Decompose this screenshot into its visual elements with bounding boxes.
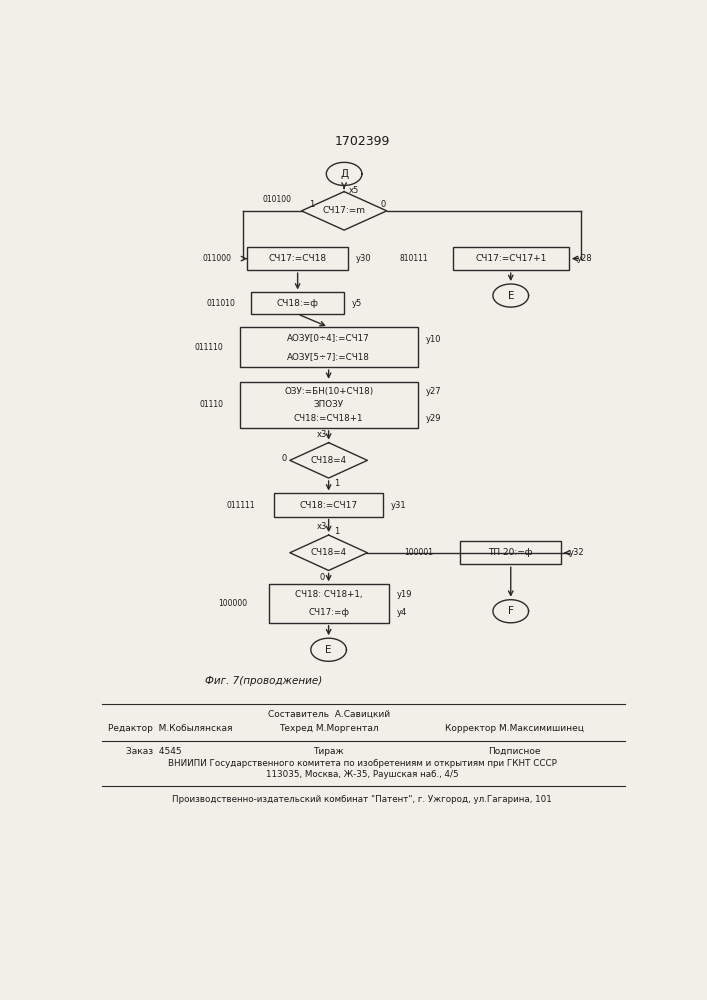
Text: ТП 20:=ф: ТП 20:=ф — [489, 548, 533, 557]
Text: y31: y31 — [391, 500, 407, 510]
Text: 010100: 010100 — [263, 195, 292, 204]
Text: x3: x3 — [317, 430, 327, 439]
Text: СЧ18:=СЧ18+1: СЧ18:=СЧ18+1 — [294, 414, 363, 423]
Text: СЧ18=4: СЧ18=4 — [310, 548, 346, 557]
Text: СЧ18=4: СЧ18=4 — [310, 456, 346, 465]
Text: 011000: 011000 — [202, 254, 231, 263]
Text: 1: 1 — [334, 527, 339, 536]
Text: Фиг. 7(проводжение): Фиг. 7(проводжение) — [204, 676, 322, 686]
Text: E: E — [325, 645, 332, 655]
Text: 011010: 011010 — [206, 299, 235, 308]
Bar — [452, 247, 569, 270]
Bar — [247, 247, 348, 270]
Bar — [240, 382, 418, 428]
Text: y32: y32 — [569, 548, 585, 557]
Text: СЧ18: СЧ18+1,: СЧ18: СЧ18+1, — [295, 590, 363, 599]
Text: 011111: 011111 — [226, 500, 255, 510]
Text: СЧ17:=СЧ17+1: СЧ17:=СЧ17+1 — [475, 254, 547, 263]
Text: Подписное: Подписное — [489, 747, 541, 756]
Text: Составитель  А.Савицкий: Составитель А.Савицкий — [267, 710, 390, 719]
Bar — [269, 584, 389, 623]
Text: y10: y10 — [426, 335, 441, 344]
Text: y19: y19 — [397, 590, 412, 599]
Text: Редактор  М.Кобылянская: Редактор М.Кобылянская — [107, 724, 232, 733]
Text: y28: y28 — [577, 254, 592, 263]
Text: Производственно-издательский комбинат "Патент", г. Ужгород, ул.Гагарина, 101: Производственно-издательский комбинат "П… — [173, 795, 552, 804]
Text: Д: Д — [340, 169, 348, 179]
Text: СЧ17:=ф: СЧ17:=ф — [308, 608, 349, 617]
Text: y29: y29 — [426, 414, 441, 423]
Text: 100000: 100000 — [218, 599, 247, 608]
Text: 810111: 810111 — [400, 254, 428, 263]
Text: СЧ18:=ф: СЧ18:=ф — [276, 299, 319, 308]
Text: y27: y27 — [426, 387, 441, 396]
Text: 100001: 100001 — [404, 548, 433, 557]
Text: СЧ17:=СЧ18: СЧ17:=СЧ18 — [269, 254, 327, 263]
Text: 1: 1 — [334, 479, 339, 488]
Text: 01110: 01110 — [199, 400, 223, 409]
Bar — [251, 292, 344, 314]
Text: y30: y30 — [356, 254, 371, 263]
Text: x5: x5 — [349, 186, 359, 195]
Text: ВНИИПИ Государственного комитета по изобретениям и открытиям при ГКНТ СССР: ВНИИПИ Государственного комитета по изоб… — [168, 759, 557, 768]
Text: Корректор М.Максимишинец: Корректор М.Максимишинец — [445, 724, 584, 733]
Text: x3: x3 — [317, 522, 327, 531]
Text: 113035, Москва, Ж-35, Раушская наб., 4/5: 113035, Москва, Ж-35, Раушская наб., 4/5 — [266, 770, 459, 779]
Text: СЧ18:=СЧ17: СЧ18:=СЧ17 — [300, 500, 358, 510]
Text: 0: 0 — [281, 454, 286, 463]
Text: 0: 0 — [320, 573, 325, 582]
Text: 0: 0 — [380, 200, 385, 209]
Text: АОЗУ[0÷4]:=СЧ17: АОЗУ[0÷4]:=СЧ17 — [287, 333, 370, 342]
Text: E: E — [508, 291, 514, 301]
Text: СЧ17:=m: СЧ17:=m — [322, 206, 366, 215]
Text: Заказ  4545: Заказ 4545 — [127, 747, 182, 756]
Bar — [460, 541, 561, 564]
Bar — [274, 493, 383, 517]
Text: y5: y5 — [352, 299, 362, 308]
Text: ЗПОЗУ: ЗПОЗУ — [314, 400, 344, 409]
Text: 1: 1 — [309, 200, 314, 209]
Text: Техред М.Моргентал: Техред М.Моргентал — [279, 724, 378, 733]
Text: ОЗУ:=БН(10+СЧ18): ОЗУ:=БН(10+СЧ18) — [284, 387, 373, 396]
Text: 1702399: 1702399 — [334, 135, 390, 148]
Text: 011110: 011110 — [194, 343, 223, 352]
Text: F: F — [508, 606, 514, 616]
Text: АОЗУ[5÷7]:=СЧ18: АОЗУ[5÷7]:=СЧ18 — [287, 352, 370, 361]
Text: Тираж: Тираж — [313, 747, 344, 756]
Text: y4: y4 — [397, 608, 407, 617]
Bar — [240, 327, 418, 367]
